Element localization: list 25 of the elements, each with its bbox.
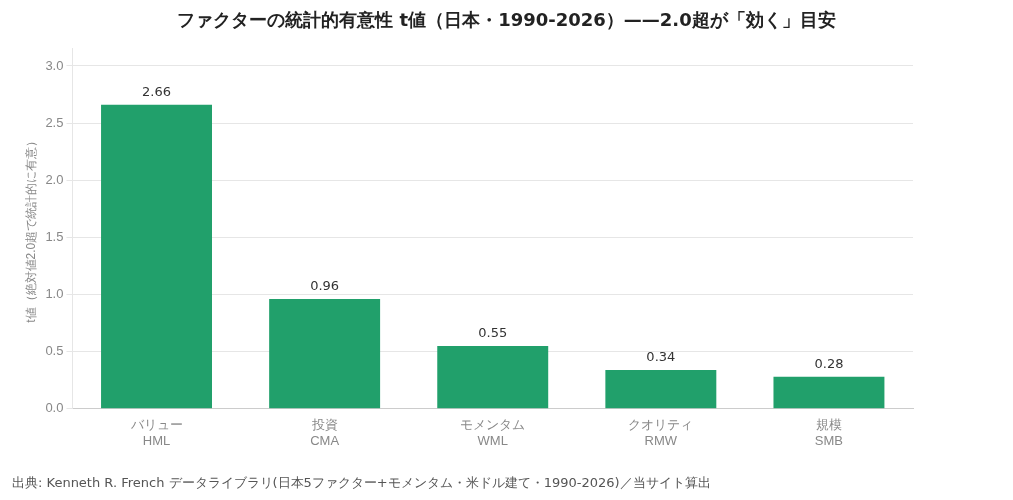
chart-title: ファクターの統計的有意性 t値（日本・1990-2026）——2.0超が「効く」目安	[176, 8, 837, 32]
source-note: 出典: Kenneth R. French データライブラリ(日本5ファクター+モメンタム・米ドル建て・1990-2026)／当サイト算出	[12, 474, 711, 492]
y-tick-label: 2.0	[45, 171, 64, 187]
bar	[773, 376, 885, 409]
y-tick-label: 0.5	[45, 343, 64, 359]
data-label: 2.66	[142, 83, 171, 99]
y-tick-label: 1.5	[45, 228, 64, 244]
y-tick-label: 3.0	[45, 57, 64, 73]
x-tick-label: バリュー HML	[129, 417, 183, 448]
x-tick-label: 投資 CMA	[310, 417, 340, 448]
bar	[605, 369, 717, 409]
data-label: 0.96	[310, 277, 340, 293]
bar	[437, 345, 549, 409]
x-tick-label: 規模 SMB	[814, 417, 844, 448]
y-tick-label: 2.5	[45, 114, 64, 130]
y-axis-title: t値（絶対値2.0超で統計的に有意）	[23, 134, 38, 323]
y-tick-label: 0.0	[45, 400, 64, 416]
bar	[269, 299, 381, 409]
data-label: 0.55	[478, 324, 508, 340]
x-tick-label: モメンタム WML	[460, 417, 526, 448]
bar	[101, 104, 212, 409]
data-label: 0.28	[814, 355, 844, 371]
data-label: 0.34	[646, 348, 676, 364]
x-tick-label: クオリティ RMW	[628, 417, 694, 448]
y-tick-label: 1.0	[45, 286, 64, 302]
